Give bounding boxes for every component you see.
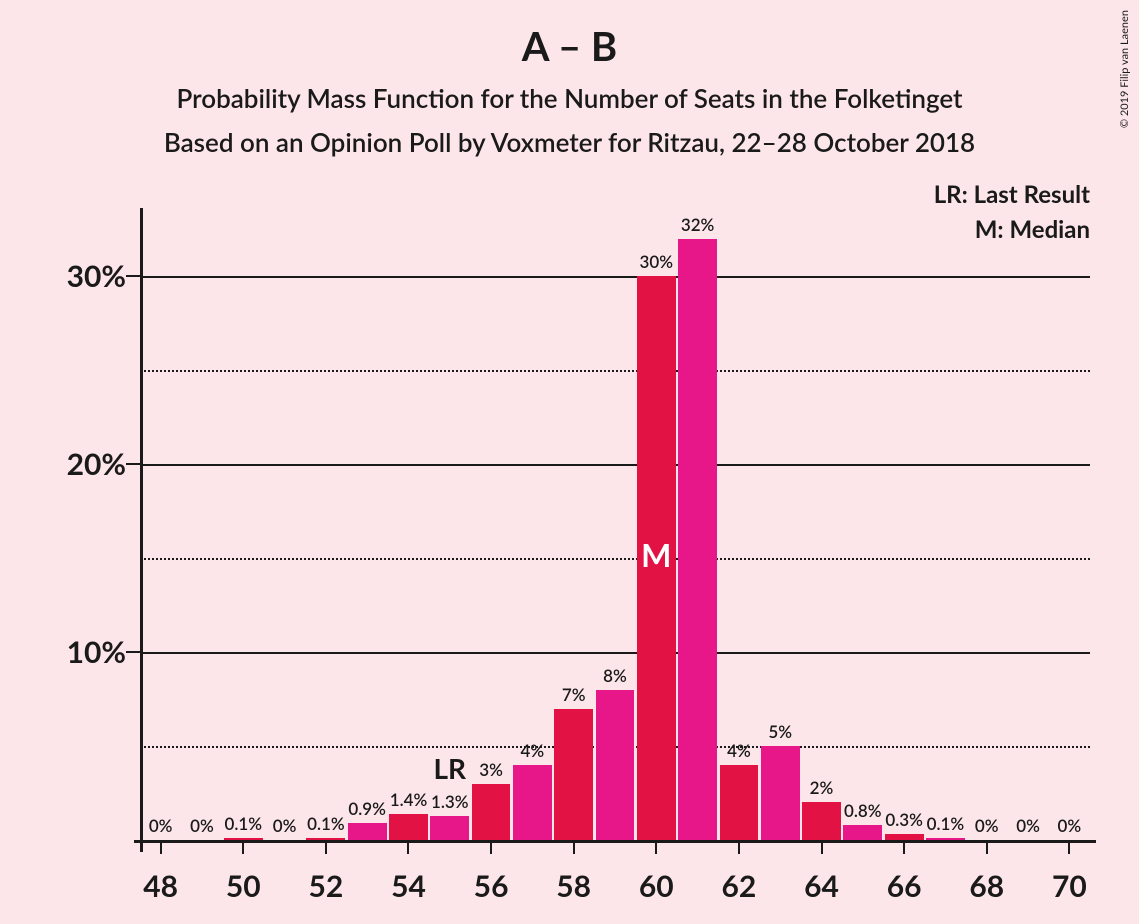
bar-value-label: 0.8% (844, 800, 882, 821)
y-axis-line (140, 208, 143, 852)
x-tick-label: 50 (226, 868, 261, 904)
x-axis-line (134, 840, 1096, 843)
bar-value-label: 1.4% (390, 789, 428, 810)
bar-value-label: 1.3% (431, 791, 469, 812)
x-tick-label: 66 (887, 868, 922, 904)
y-tick-mark (126, 651, 140, 653)
x-tick-mark (1068, 840, 1070, 854)
last-result-marker: LR (434, 751, 467, 785)
bar-value-label: 32% (681, 214, 715, 235)
legend-lr: LR: Last Result (934, 180, 1090, 209)
bar-value-label: 0% (975, 815, 999, 836)
y-tick-label: 30% (67, 258, 126, 294)
bar-value-label: 30% (640, 251, 674, 272)
x-tick-label: 60 (639, 868, 674, 904)
bar: 7% (554, 709, 593, 841)
bar: 8% (596, 690, 635, 840)
bar: 5% (761, 746, 800, 840)
legend: LR: Last Result M: Median (934, 180, 1090, 244)
x-tick-mark (655, 840, 657, 854)
bar-value-label: 5% (768, 721, 792, 742)
bar-value-label: 0.1% (927, 813, 965, 834)
x-tick-mark (160, 840, 162, 854)
x-tick-label: 64 (804, 868, 839, 904)
x-tick-mark (573, 840, 575, 854)
bar: 4% (513, 765, 552, 840)
bar-value-label: 2% (810, 777, 834, 798)
plot-area: LR: Last Result M: Median 10%20%30%48505… (140, 220, 1090, 840)
gridline-major (140, 276, 1090, 278)
bar-value-label: 0.3% (885, 809, 923, 830)
y-tick-label: 10% (67, 634, 126, 670)
y-tick-mark (126, 463, 140, 465)
bar: 4% (720, 765, 759, 840)
y-tick-mark (126, 275, 140, 277)
x-tick-mark (242, 840, 244, 854)
x-tick-label: 68 (969, 868, 1004, 904)
legend-m: M: Median (934, 215, 1090, 244)
x-tick-mark (325, 840, 327, 854)
bar: 1.3% (430, 816, 469, 840)
chart-title: A – B (0, 22, 1139, 70)
bar-value-label: 0% (190, 815, 214, 836)
chart-subtitle-2: Based on an Opinion Poll by Voxmeter for… (0, 126, 1139, 158)
bar-value-label: 0% (149, 815, 173, 836)
x-tick-mark (490, 840, 492, 854)
chart-subtitle-1: Probability Mass Function for the Number… (0, 82, 1139, 114)
gridline-major (140, 652, 1090, 654)
bar-value-label: 8% (603, 665, 627, 686)
y-tick-label: 20% (67, 446, 126, 482)
bar: 2% (802, 802, 841, 840)
copyright-text: © 2019 Filip van Laenen (1118, 10, 1131, 128)
bar: 3% (472, 784, 511, 840)
x-tick-label: 62 (722, 868, 757, 904)
gridline-minor (140, 370, 1090, 372)
bar: 0.9% (348, 823, 387, 840)
bar-value-label: 0.9% (348, 798, 386, 819)
x-tick-mark (738, 840, 740, 854)
median-marker: M (641, 535, 671, 574)
bar-value-label: 0.1% (224, 813, 262, 834)
gridline-minor (140, 558, 1090, 560)
x-tick-label: 48 (143, 868, 178, 904)
bar-value-label: 0.1% (307, 813, 345, 834)
bar: 0.8% (843, 825, 882, 840)
x-tick-label: 58 (556, 868, 591, 904)
gridline-major (140, 464, 1090, 466)
bar-value-label: 0% (1058, 815, 1082, 836)
x-tick-label: 56 (474, 868, 509, 904)
bar-value-label: 0% (1016, 815, 1040, 836)
bar-value-label: 7% (562, 684, 586, 705)
bar: 1.4% (389, 814, 428, 840)
bar-value-label: 3% (479, 759, 503, 780)
x-tick-mark (903, 840, 905, 854)
bar: 32% (678, 239, 717, 840)
bar-value-label: 4% (727, 740, 751, 761)
x-tick-label: 52 (308, 868, 343, 904)
x-tick-label: 70 (1052, 868, 1087, 904)
x-tick-label: 54 (391, 868, 426, 904)
x-tick-mark (986, 840, 988, 854)
x-tick-mark (821, 840, 823, 854)
bar-value-label: 0% (273, 815, 297, 836)
chart-canvas: { "title": "A – B", "title_fontsize": 40… (0, 0, 1139, 924)
x-tick-mark (407, 840, 409, 854)
bar-value-label: 4% (521, 740, 545, 761)
